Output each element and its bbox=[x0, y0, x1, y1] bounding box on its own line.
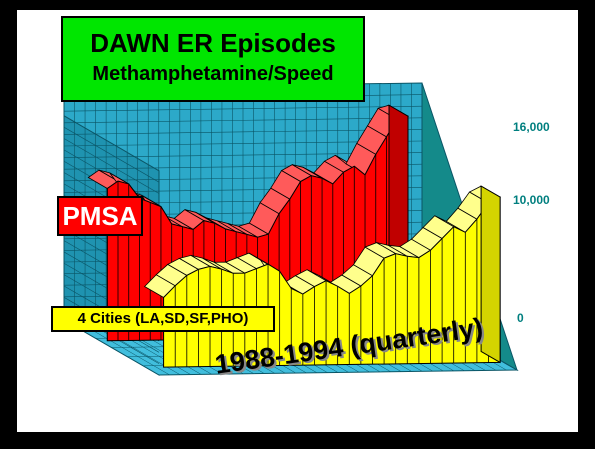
y-tick-label-16000: 16,000 bbox=[513, 120, 550, 134]
ribbon-end-4-cities-la-sd-sf-pho bbox=[480, 185, 501, 364]
chart-subtitle: Methamphetamine/Speed bbox=[92, 63, 334, 85]
y-tick-label-0: 0 bbox=[517, 311, 524, 325]
chart-slide: DAWN ER Episodes Methamphetamine/Speed P… bbox=[17, 10, 578, 432]
legend-pmsa-label: PMSA bbox=[57, 196, 143, 236]
chart-title-box: DAWN ER Episodes Methamphetamine/Speed bbox=[61, 16, 365, 102]
y-tick-label-10000: 10,000 bbox=[513, 193, 550, 207]
legend-4-cities-label: 4 Cities (LA,SD,SF,PHO) bbox=[51, 306, 275, 332]
chart-title: DAWN ER Episodes bbox=[90, 28, 336, 58]
side-gridline bbox=[63, 126, 160, 183]
side-gridline bbox=[63, 138, 160, 194]
chart-3d-svg bbox=[62, 82, 519, 376]
